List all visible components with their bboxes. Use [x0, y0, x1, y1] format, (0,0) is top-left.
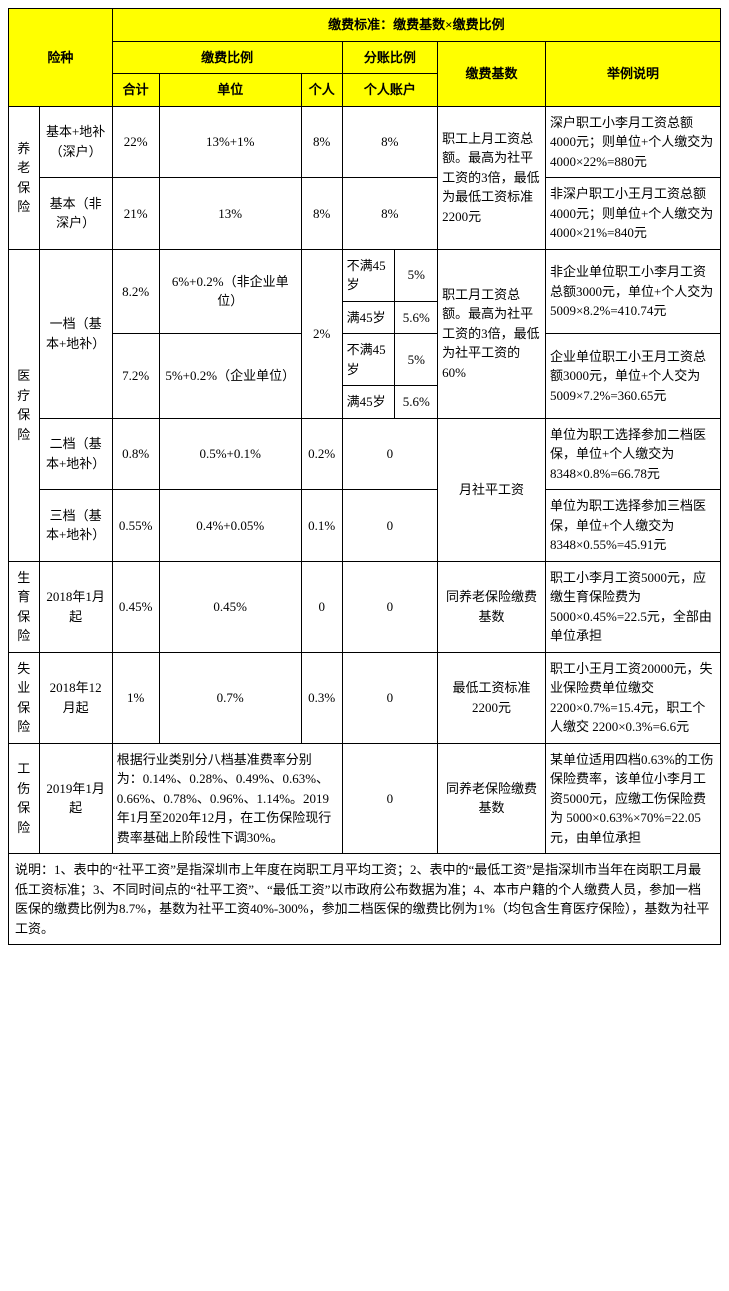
cell: 1% [112, 652, 159, 743]
insurance-table: 险种 缴费标准：缴费基数×缴费比例 缴费比例 分账比例 缴费基数 举例说明 合计… [8, 8, 721, 945]
group-maternity: 生育保险 [9, 561, 40, 652]
cell: 5.6% [395, 301, 438, 334]
cell: 0 [301, 561, 342, 652]
cell: 0.1% [301, 490, 342, 562]
cell: 职工月工资总额。最高为社平工资的3倍，最低为社平工资的60% [438, 249, 546, 418]
cell: 深户职工小李月工资总额4000元；则单位+个人缴交为 4000×22%=880元 [545, 106, 720, 178]
group-medical: 医疗保险 [9, 249, 40, 561]
table-row: 三档（基本+地补） 0.55% 0.4%+0.05% 0.1% 0 单位为职工选… [9, 490, 721, 562]
table-row: 说明：1、表中的“社平工资”是指深圳市上年度在岗职工月平均工资；2、表中的“最低… [9, 854, 721, 945]
cell: 2018年12月起 [39, 652, 112, 743]
hdr-personal-account: 个人账户 [342, 74, 438, 107]
cell: 基本（非深户） [39, 178, 112, 250]
hdr-example: 举例说明 [545, 41, 720, 106]
cell: 二档（基本+地补） [39, 418, 112, 490]
cell: 满45岁 [342, 386, 395, 419]
cell: 8.2% [112, 249, 159, 334]
cell: 2% [301, 249, 342, 418]
cell: 不满45岁 [342, 334, 395, 386]
group-pension: 养老保险 [9, 106, 40, 249]
footnote: 说明：1、表中的“社平工资”是指深圳市上年度在岗职工月平均工资；2、表中的“最低… [9, 854, 721, 945]
cell: 0 [342, 418, 438, 490]
cell: 三档（基本+地补） [39, 490, 112, 562]
cell: 22% [112, 106, 159, 178]
cell: 8% [301, 178, 342, 250]
cell: 8% [342, 178, 438, 250]
hdr-total: 合计 [112, 74, 159, 107]
cell: 基本+地补（深户） [39, 106, 112, 178]
cell: 5% [395, 249, 438, 301]
cell: 5%+0.2%（企业单位） [159, 334, 301, 419]
cell: 21% [112, 178, 159, 250]
cell: 0.55% [112, 490, 159, 562]
table-row: 7.2% 5%+0.2%（企业单位） 不满45岁 5% 企业单位职工小王月工资总… [9, 334, 721, 386]
group-injury: 工伤保险 [9, 743, 40, 854]
cell: 13%+1% [159, 106, 301, 178]
hdr-ratio: 缴费比例 [112, 41, 342, 74]
cell: 5% [395, 334, 438, 386]
cell: 满45岁 [342, 301, 395, 334]
hdr-company: 单位 [159, 74, 301, 107]
cell: 0.8% [112, 418, 159, 490]
cell: 职工上月工资总额。最高为社平工资的3倍，最低为最低工资标准2200元 [438, 106, 546, 249]
cell: 0.45% [112, 561, 159, 652]
hdr-allocation: 分账比例 [342, 41, 438, 74]
cell: 0.4%+0.05% [159, 490, 301, 562]
cell: 8% [342, 106, 438, 178]
hdr-base: 缴费基数 [438, 41, 546, 106]
table-row: 失业保险 2018年12月起 1% 0.7% 0.3% 0 最低工资标准2200… [9, 652, 721, 743]
cell: 8% [301, 106, 342, 178]
cell: 同养老保险缴费基数 [438, 743, 546, 854]
table-row: 基本（非深户） 21% 13% 8% 8% 非深户职工小王月工资总额4000元；… [9, 178, 721, 250]
hdr-insurance-type: 险种 [9, 9, 113, 107]
cell: 根据行业类别分八档基准费率分别为：0.14%、0.28%、0.49%、0.63%… [112, 743, 342, 854]
cell: 企业单位职工小王月工资总额3000元，单位+个人交为 5009×7.2%=360… [545, 334, 720, 419]
table-row: 养老保险 基本+地补（深户） 22% 13%+1% 8% 8% 职工上月工资总额… [9, 106, 721, 178]
cell: 不满45岁 [342, 249, 395, 301]
cell: 单位为职工选择参加二档医保，单位+个人缴交为 8348×0.8%=66.78元 [545, 418, 720, 490]
cell: 2019年1月起 [39, 743, 112, 854]
cell: 月社平工资 [438, 418, 546, 561]
table-row: 生育保险 2018年1月起 0.45% 0.45% 0 0 同养老保险缴费基数 … [9, 561, 721, 652]
table-row: 二档（基本+地补） 0.8% 0.5%+0.1% 0.2% 0 月社平工资 单位… [9, 418, 721, 490]
cell: 6%+0.2%（非企业单位） [159, 249, 301, 334]
cell: 2018年1月起 [39, 561, 112, 652]
cell: 0 [342, 561, 438, 652]
hdr-standard: 缴费标准：缴费基数×缴费比例 [112, 9, 720, 42]
cell: 职工小李月工资5000元，应缴生育保险费为5000×0.45%=22.5元，全部… [545, 561, 720, 652]
cell: 某单位适用四档0.63%的工伤保险费率，该单位小李月工资5000元，应缴工伤保险… [545, 743, 720, 854]
cell: 0 [342, 490, 438, 562]
cell: 5.6% [395, 386, 438, 419]
cell: 单位为职工选择参加三档医保，单位+个人缴交为 8348×0.55%=45.91元 [545, 490, 720, 562]
cell: 职工小王月工资20000元，失业保险费单位缴交 2200×0.7%=15.4元，… [545, 652, 720, 743]
cell: 同养老保险缴费基数 [438, 561, 546, 652]
table-row: 医疗保险 一档（基本+地补） 8.2% 6%+0.2%（非企业单位） 2% 不满… [9, 249, 721, 301]
hdr-personal: 个人 [301, 74, 342, 107]
cell: 7.2% [112, 334, 159, 419]
cell: 0 [342, 652, 438, 743]
cell: 非企业单位职工小李月工资总额3000元，单位+个人交为 5009×8.2%=41… [545, 249, 720, 334]
cell: 最低工资标准2200元 [438, 652, 546, 743]
cell: 0.3% [301, 652, 342, 743]
cell: 0 [342, 743, 438, 854]
cell: 0.7% [159, 652, 301, 743]
cell: 非深户职工小王月工资总额4000元；则单位+个人缴交为 4000×21%=840… [545, 178, 720, 250]
cell: 0.45% [159, 561, 301, 652]
cell: 0.5%+0.1% [159, 418, 301, 490]
cell: 0.2% [301, 418, 342, 490]
cell: 13% [159, 178, 301, 250]
cell: 一档（基本+地补） [39, 249, 112, 418]
table-row: 工伤保险 2019年1月起 根据行业类别分八档基准费率分别为：0.14%、0.2… [9, 743, 721, 854]
group-unemployment: 失业保险 [9, 652, 40, 743]
